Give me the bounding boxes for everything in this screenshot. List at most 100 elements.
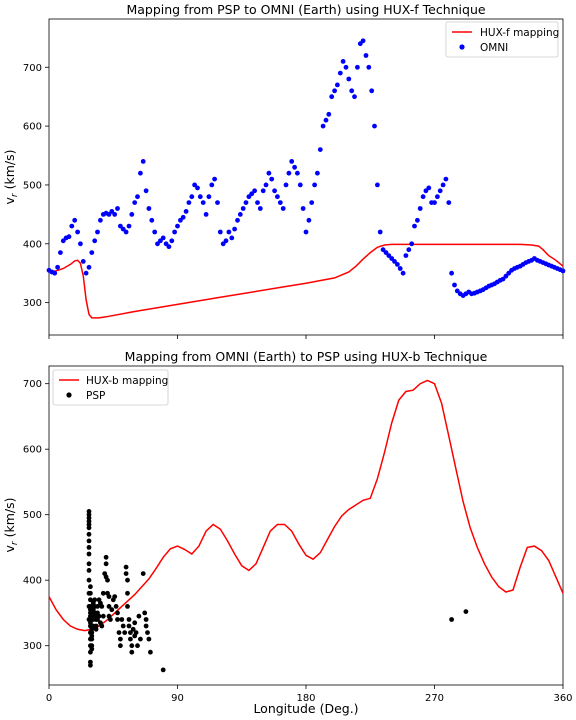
top-data-point: [58, 250, 63, 256]
top-data-point: [160, 235, 166, 241]
top-data-point: [112, 212, 118, 217]
top-title: Mapping from PSP to OMNI (Earth) using H…: [126, 2, 485, 17]
bottom-data-point: [105, 577, 110, 583]
bottom-data-point: [113, 604, 119, 609]
top-data-point: [412, 223, 417, 229]
bottom-data-point: [136, 613, 142, 619]
top-legend: HUX-f mapping OMNI: [445, 21, 559, 58]
top-y-tick-label: 400: [23, 239, 42, 250]
top-data-point: [55, 264, 60, 270]
top-data-point: [237, 212, 243, 217]
top-data-point: [275, 194, 280, 200]
top-data-point: [235, 217, 240, 223]
bottom-series-line: [48, 379, 564, 632]
top-data-point: [186, 200, 192, 206]
bottom-legend-box: [52, 369, 169, 406]
top-data-point: [178, 217, 183, 223]
top-data-point: [66, 234, 72, 240]
top-data-point: [355, 64, 360, 70]
bottom-plot-frame: [48, 365, 564, 686]
bottom-y-axis-label: vr (km/s): [2, 498, 20, 553]
bottom-y-tick-label: 300: [23, 641, 42, 652]
bottom-data-point: [116, 630, 122, 635]
top-data-point: [215, 200, 220, 206]
top-data-point: [369, 88, 375, 94]
top-data-point: [132, 200, 138, 206]
top-data-point: [95, 229, 100, 235]
top-data-point: [440, 182, 446, 188]
bottom-data-point: [86, 522, 92, 527]
top-data-point: [226, 229, 232, 235]
bottom-data-point: [86, 545, 92, 550]
bottom-data-point: [112, 594, 118, 599]
bottom-y-tick-label: 400: [23, 576, 42, 587]
top-data-point: [283, 182, 289, 188]
top-data-point: [269, 176, 275, 182]
bottom-data-point: [86, 509, 92, 514]
top-data-point: [152, 229, 158, 235]
top-data-point: [217, 229, 223, 235]
bottom-data-point: [463, 609, 469, 614]
bottom-legend: HUX-b mapping PSP: [52, 369, 169, 406]
top-data-point: [223, 238, 229, 244]
top-data-point: [209, 182, 215, 188]
top-data-point: [89, 250, 95, 256]
top-data-point: [98, 217, 103, 223]
top-data-point: [326, 111, 332, 117]
bottom-data-point: [138, 636, 143, 642]
bottom-data-point: [89, 630, 95, 635]
top-data-point: [312, 182, 317, 188]
bottom-data-point: [115, 610, 120, 616]
top-data-point: [69, 223, 75, 229]
bottom-data-point: [125, 590, 130, 596]
top-data-point: [263, 182, 269, 188]
bottom-data-point: [125, 604, 130, 609]
top-data-point: [437, 188, 443, 194]
top-data-point: [252, 188, 257, 194]
top-data-point: [409, 241, 415, 247]
bottom-x-tick-label: 90: [171, 693, 184, 704]
bottom-data-point: [135, 643, 140, 649]
top-data-point: [372, 123, 377, 129]
bottom-data-point: [146, 636, 152, 642]
top-data-point: [138, 170, 143, 176]
bottom-data-point: [100, 590, 106, 596]
bottom-data-point: [127, 636, 133, 642]
top-data-point: [286, 170, 292, 176]
bottom-y-tick-label: 600: [23, 445, 42, 456]
top-data-point: [172, 229, 178, 235]
bottom-data-point: [89, 646, 95, 652]
bottom-data-point: [88, 590, 93, 596]
top-data-point: [52, 270, 58, 276]
top-y-axis: 300 400 500 600 700: [23, 63, 49, 309]
top-data-point: [560, 268, 566, 274]
top-data-point: [297, 182, 303, 188]
top-data-point: [280, 206, 286, 211]
top-data-point: [72, 217, 78, 223]
top-data-point: [83, 270, 89, 276]
bottom-data-point: [148, 649, 153, 655]
top-data-point: [106, 212, 112, 217]
top-data-point: [146, 206, 152, 211]
top-marks: [46, 38, 566, 319]
top-data-point: [135, 194, 140, 200]
bottom-y-tick-label: 700: [23, 379, 42, 390]
bottom-data-point: [133, 630, 139, 635]
top-legend-dot-label: OMNI: [480, 42, 508, 54]
bottom-data-point: [127, 630, 133, 635]
bottom-data-point: [93, 626, 99, 632]
bottom-data-point: [130, 626, 136, 632]
bottom-x-tick-label: 270: [425, 693, 444, 704]
top-data-point: [346, 76, 352, 82]
bottom-data-point: [86, 577, 92, 583]
bottom-panel: Mapping from OMNI (Earth) to PSP using H…: [2, 349, 573, 716]
top-y-tick-label: 700: [23, 63, 42, 74]
top-data-point: [363, 53, 369, 58]
top-x-axis: [48, 335, 564, 339]
bottom-y-tick-label: 500: [23, 510, 42, 521]
top-data-point: [386, 253, 392, 258]
bottom-data-point: [160, 667, 166, 673]
top-data-point: [380, 247, 386, 253]
bottom-data-point: [143, 617, 149, 622]
